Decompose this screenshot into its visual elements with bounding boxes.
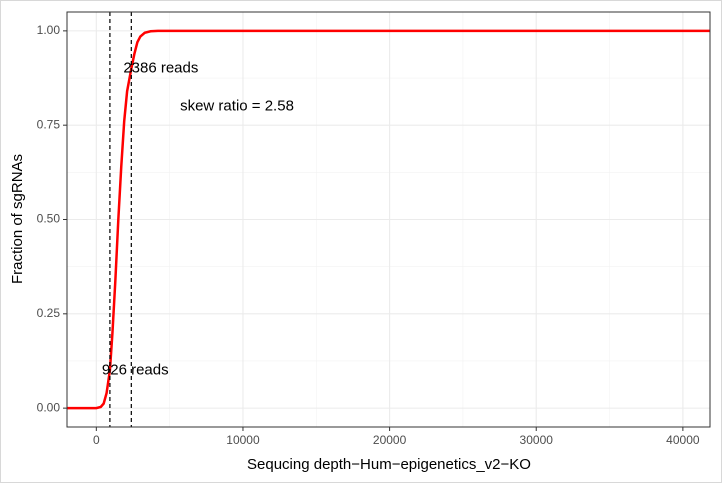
- y-tick-label: 0.75: [37, 117, 61, 131]
- y-axis-title: Fraction of sgRNAs: [9, 154, 26, 284]
- x-tick-label: 30000: [520, 433, 554, 447]
- y-tick-label: 0.50: [37, 212, 61, 226]
- panel-border: [66, 11, 711, 428]
- x-tick-label: 20000: [373, 433, 407, 447]
- x-tick-label: 10000: [226, 433, 260, 447]
- y-tick-label: 0.25: [37, 306, 61, 320]
- vline-label: 2386 reads: [123, 60, 198, 77]
- x-tick-label: 40000: [666, 433, 700, 447]
- x-axis-title: Sequcing depth−Hum−epigenetics_v2−KO: [247, 456, 531, 473]
- x-tick-label: 0: [93, 433, 100, 447]
- vline-label: 926 reads: [102, 361, 169, 378]
- y-tick-label: 0.00: [37, 400, 61, 414]
- line: [67, 29, 710, 410]
- annotation: skew ratio = 2.58: [180, 97, 294, 114]
- y-tick-label: 1.00: [37, 23, 61, 37]
